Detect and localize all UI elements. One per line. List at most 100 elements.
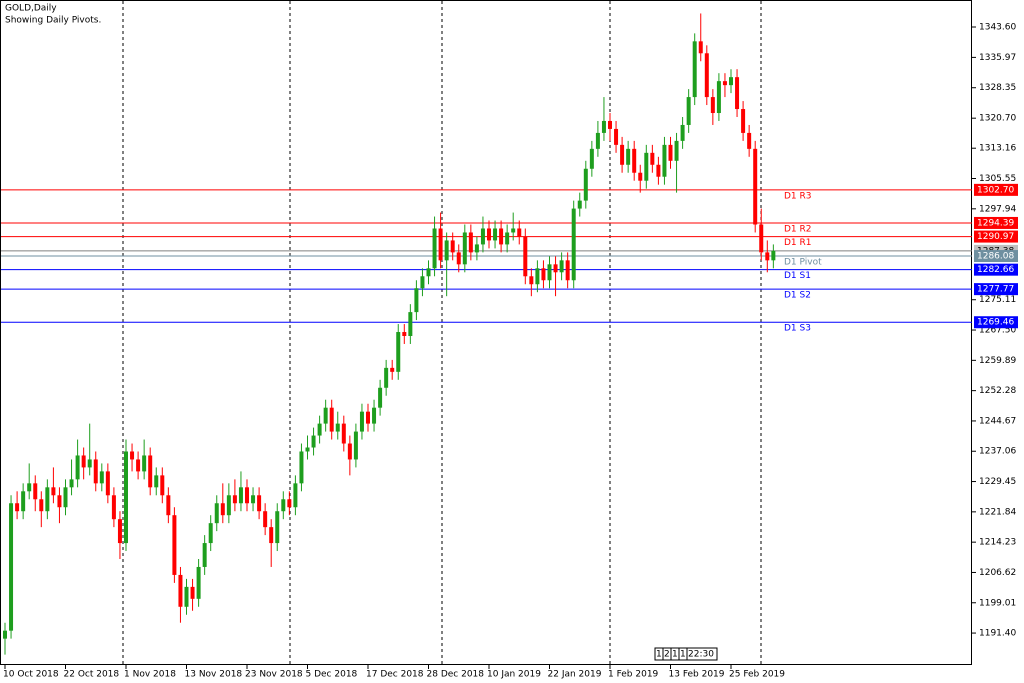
y-tick-label: 1206.62 — [979, 568, 1016, 578]
candle-body — [39, 499, 44, 512]
candle-body — [317, 423, 322, 436]
candle-body — [366, 411, 370, 424]
candle-body — [378, 387, 383, 408]
candle-body — [226, 495, 231, 516]
candle-body — [99, 471, 104, 484]
candle-body — [154, 475, 159, 488]
candle-body — [130, 451, 135, 460]
candle-body — [359, 411, 364, 432]
candle-body — [190, 586, 195, 599]
candle-body — [299, 451, 304, 484]
candle-body — [281, 499, 286, 512]
candle-body — [704, 53, 709, 98]
x-tick-label: 13 Feb 2019 — [669, 670, 725, 680]
candle-body — [468, 232, 473, 253]
candle-body — [722, 81, 727, 86]
candle-body — [15, 503, 20, 512]
candle-body — [184, 586, 189, 607]
candle-body — [674, 140, 679, 161]
candle-body — [729, 77, 733, 86]
y-tick-label: 1328.35 — [979, 83, 1016, 93]
x-tick-label: 10 Oct 2018 — [3, 670, 59, 680]
y-tick-label: 1237.06 — [979, 447, 1016, 457]
x-tick-label: 25 Feb 2019 — [729, 670, 785, 680]
y-tick-label: 1229.45 — [979, 477, 1016, 487]
candle-body — [656, 164, 661, 177]
y-tick-label: 1343.60 — [979, 22, 1016, 32]
candle-body — [529, 276, 534, 285]
candle-body — [680, 124, 685, 141]
candle-body — [124, 451, 128, 544]
candle-body — [432, 228, 437, 269]
candle-body — [632, 148, 637, 173]
candle-body — [710, 97, 715, 114]
candle-body — [692, 41, 697, 98]
candle-body — [251, 495, 256, 504]
candle-body — [438, 228, 443, 261]
pivot-name: D1 S3 — [784, 324, 811, 334]
candle-body — [196, 566, 201, 599]
candle-body — [202, 543, 207, 567]
pivot-price-box — [974, 230, 1018, 243]
candle-body — [335, 423, 340, 432]
x-tick-label: 17 Dec 2018 — [366, 670, 424, 680]
pivot-price-label: 1294.39 — [977, 218, 1014, 228]
candle-body — [117, 519, 122, 544]
x-tick-label: 13 Nov 2018 — [185, 670, 243, 680]
status-text: 1 — [672, 650, 678, 660]
status-text: 1 — [656, 650, 662, 660]
y-tick-label: 1252.28 — [979, 386, 1016, 396]
x-tick-label: 10 Jan 2019 — [487, 670, 541, 680]
candle-body — [390, 367, 395, 372]
candle-body — [160, 475, 165, 496]
x-tick-label: 1 Nov 2018 — [124, 670, 176, 680]
candle-body — [414, 288, 419, 313]
candle-body — [93, 459, 98, 484]
candle-body — [372, 407, 377, 424]
candle-body — [384, 367, 389, 388]
candle-body — [69, 479, 74, 488]
candle-body — [747, 132, 752, 149]
candle-body — [638, 172, 643, 181]
candle-body — [595, 132, 600, 149]
candle-body — [263, 511, 268, 528]
candle-body — [771, 250, 776, 261]
candle-body — [111, 495, 116, 520]
pivot-price-box — [974, 183, 1018, 196]
candle-body — [148, 455, 153, 488]
candle-body — [456, 252, 461, 265]
y-tick-label: 1214.23 — [979, 538, 1016, 548]
candle-body — [347, 443, 352, 460]
pivot-name: D1 R1 — [784, 238, 812, 248]
candle-body — [402, 332, 407, 337]
x-tick-label: 22 Jan 2019 — [548, 670, 602, 680]
candle-body — [323, 407, 328, 424]
candle-body — [547, 264, 552, 281]
candle-body — [644, 152, 649, 181]
pivot-price-label: 1286.08 — [977, 252, 1014, 262]
candle-body — [444, 240, 449, 261]
pivot-price-box — [974, 250, 1018, 263]
x-tick-label: 23 Nov 2018 — [245, 670, 303, 680]
y-tick-label: 1191.40 — [979, 629, 1016, 639]
candle-body — [535, 268, 540, 285]
candle-body — [541, 268, 546, 281]
candle-body — [105, 471, 110, 496]
candle-body — [293, 483, 298, 508]
candle-body — [232, 495, 237, 504]
candle-body — [608, 120, 612, 129]
candle-body — [51, 487, 56, 496]
candle-body — [589, 148, 594, 169]
candle-body — [287, 499, 292, 508]
candle-body — [505, 232, 510, 245]
pivot-name: D1 R3 — [784, 191, 812, 201]
candle-body — [614, 128, 619, 145]
y-tick-label: 1305.55 — [979, 174, 1016, 184]
candle-body — [63, 487, 68, 508]
candle-body — [517, 228, 522, 237]
candle-body — [396, 332, 401, 372]
pivot-price-label: 1290.97 — [977, 232, 1014, 242]
pivot-name: D1 R2 — [784, 224, 812, 234]
candle-body — [559, 260, 564, 273]
